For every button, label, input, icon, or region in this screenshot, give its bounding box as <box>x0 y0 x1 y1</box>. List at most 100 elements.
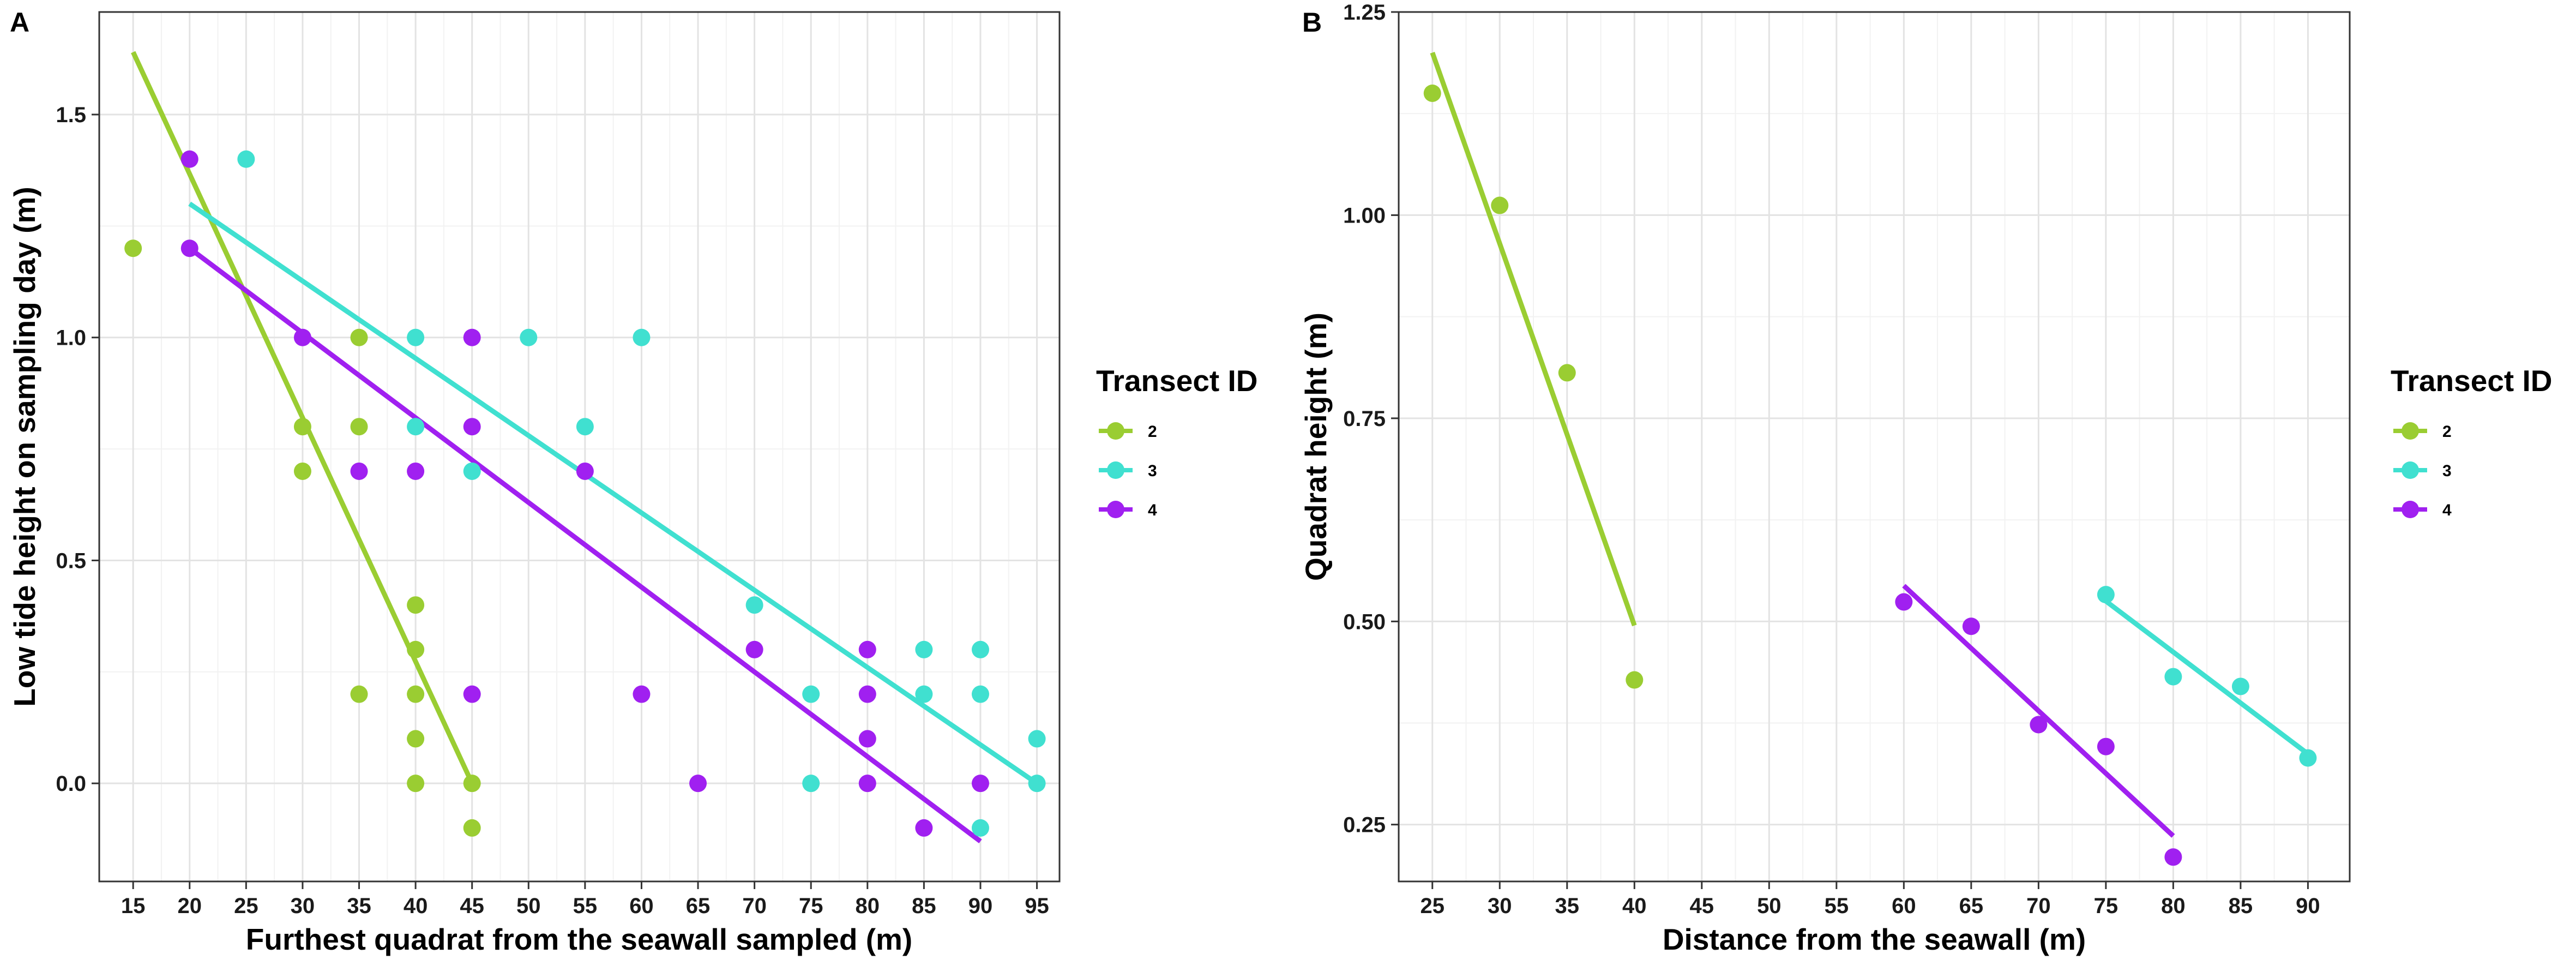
panel-b-ticks: 25 30 35 40 45 50 55 60 65 70 75 80 85 90 0.25 0.50 0.75… <box>1343 1 2320 918</box>
panel-a-legend-label-4: 4 <box>1148 501 1157 519</box>
panel-b-y-tick-label: 1.25 <box>1343 1 1386 25</box>
panel-a-point-series-2 <box>407 730 425 748</box>
panel-b-point-series-4 <box>2164 848 2182 866</box>
panel-a-y-tick-label: 0.5 <box>56 549 86 573</box>
panel-b-point-series-2 <box>1558 364 1576 382</box>
panel-b-point-series-3 <box>2164 668 2182 686</box>
panel-a-point-series-4 <box>180 150 198 168</box>
panel-b-x-tick-label: 70 <box>2026 894 2051 918</box>
panel-a-x-tick-label: 15 <box>121 894 146 918</box>
panel-a-point-series-4 <box>915 819 933 837</box>
panel-a-legend: Transect ID 2 3 4 <box>1096 364 1258 519</box>
panel-b-legend: Transect ID 2 3 4 <box>2391 364 2553 519</box>
panel-a-x-tick-label: 45 <box>460 894 484 918</box>
panel-b-legend-items: 2 3 4 <box>2393 422 2452 519</box>
panel-b-fit-line-series-2 <box>1430 51 1637 627</box>
panel-a-point-series-3 <box>915 685 933 703</box>
panel-b-legend-title: Transect ID <box>2391 364 2553 398</box>
panel-b-legend-key-point-3 <box>2402 461 2419 479</box>
panel-a-point-series-4 <box>689 775 707 793</box>
panel-b-x-tick-label: 35 <box>1555 894 1580 918</box>
panel-a-letter: A <box>10 7 29 38</box>
panel-b-legend-key-point-4 <box>2402 501 2419 518</box>
panel-b-point-series-3 <box>2097 586 2115 604</box>
panel-b-marks <box>1423 51 2317 866</box>
panel-a-point-series-2 <box>407 685 425 703</box>
panel-a-legend-items: 2 3 4 <box>1099 422 1157 519</box>
panel-a-point-series-4 <box>293 328 311 346</box>
panel-a-point-series-4 <box>858 730 876 748</box>
panel-b-legend-label-3: 3 <box>2442 462 2452 480</box>
panel-a: A 15 20 25 30 35 40 45 50 55 60 65 70 75 80 85 90 95 0.0 0… <box>8 7 1258 956</box>
panel-a-legend-title: Transect ID <box>1096 364 1258 398</box>
panel-a-point-series-4 <box>576 462 594 480</box>
panel-b-y-tick-label: 0.50 <box>1343 610 1386 634</box>
panel-b-y-axis-title: Quadrat height (m) <box>1299 313 1333 581</box>
panel-a-point-series-3 <box>520 328 538 346</box>
panel-b-x-tick-label: 90 <box>2296 894 2320 918</box>
panel-a-point-series-2 <box>463 775 481 793</box>
panel-a-point-series-4 <box>463 418 481 436</box>
panel-b-point-series-4 <box>2030 716 2048 734</box>
panel-a-point-series-2 <box>124 239 142 257</box>
panel-a-point-series-4 <box>463 685 481 703</box>
panel-b-y-tick-label: 0.75 <box>1343 407 1386 431</box>
panel-a-legend-key-point-4 <box>1107 501 1124 518</box>
panel-b-grid <box>1399 11 2350 881</box>
panel-a-legend-label-2: 2 <box>1148 423 1157 441</box>
panel-a-point-series-4 <box>407 462 425 480</box>
panel-b-x-tick-label: 30 <box>1488 894 1512 918</box>
panel-a-point-series-2 <box>407 775 425 793</box>
panel-a-x-tick-label: 65 <box>686 894 711 918</box>
panel-a-point-series-3 <box>237 150 255 168</box>
panel-a-point-series-3 <box>1028 775 1046 793</box>
panel-a-x-tick-label: 80 <box>856 894 880 918</box>
panel-a-point-series-3 <box>1028 730 1046 748</box>
panel-b-point-series-4 <box>1962 617 1980 635</box>
panel-b-x-tick-label: 45 <box>1690 894 1714 918</box>
panel-b-y-tick-label: 1.00 <box>1343 203 1386 227</box>
panel-b-x-tick-label: 50 <box>1757 894 1781 918</box>
panel-b-y-tick-label: 0.25 <box>1343 813 1386 837</box>
panel-a-fit-line-series-4 <box>188 246 982 844</box>
panel-a-fit-line-series-2 <box>131 51 474 785</box>
panel-a-x-tick-label: 95 <box>1025 894 1049 918</box>
panel-a-point-series-2 <box>407 640 425 658</box>
panel-a-x-tick-label: 50 <box>516 894 541 918</box>
panel-a-y-tick-label: 1.0 <box>56 326 86 350</box>
panel-b-x-tick-label: 60 <box>1892 894 1916 918</box>
panel-b-x-tick-label: 85 <box>2229 894 2253 918</box>
panel-a-point-series-3 <box>971 685 989 703</box>
panel-a-x-tick-label: 25 <box>234 894 258 918</box>
panel-a-ticks: 15 20 25 30 35 40 45 50 55 60 65 70 75 80 85 90 95 0.0 0.5… <box>56 103 1049 918</box>
panel-a-x-axis-title: Furthest quadrat from the seawall sample… <box>246 922 912 956</box>
panel-a-x-tick-label: 40 <box>404 894 428 918</box>
panel-a-x-tick-label: 75 <box>799 894 823 918</box>
panel-a-point-series-3 <box>463 462 481 480</box>
panel-a-y-tick-label: 0.0 <box>56 772 86 796</box>
panel-a-point-series-3 <box>802 685 820 703</box>
panel-a-legend-label-3: 3 <box>1148 462 1157 480</box>
panel-a-x-tick-label: 70 <box>742 894 767 918</box>
panel-b-point-series-2 <box>1423 84 1441 102</box>
panel-a-point-series-2 <box>407 596 425 614</box>
panel-a-point-series-4 <box>633 685 651 703</box>
panel-a-point-series-3 <box>971 640 989 658</box>
panel-a-point-series-2 <box>350 685 368 703</box>
panel-a-point-series-3 <box>802 775 820 793</box>
panel-b-point-series-3 <box>2299 749 2317 767</box>
panel-a-point-series-3 <box>633 328 651 346</box>
panel-b-x-tick-label: 55 <box>1825 894 1849 918</box>
panel-a-point-series-3 <box>576 418 594 436</box>
panel-a-legend-key-point-2 <box>1107 422 1124 440</box>
panel-a-point-series-3 <box>745 596 763 614</box>
panel-a-point-series-3 <box>407 418 425 436</box>
panel-b-x-tick-label: 25 <box>1421 894 1445 918</box>
panel-b-x-axis-title: Distance from the seawall (m) <box>1663 922 2086 956</box>
panel-b-fit-line-series-4 <box>1902 584 2175 838</box>
panel-a-point-series-2 <box>463 819 481 837</box>
panel-b-point-series-2 <box>1626 671 1644 689</box>
panel-b-legend-label-2: 2 <box>2442 423 2452 441</box>
